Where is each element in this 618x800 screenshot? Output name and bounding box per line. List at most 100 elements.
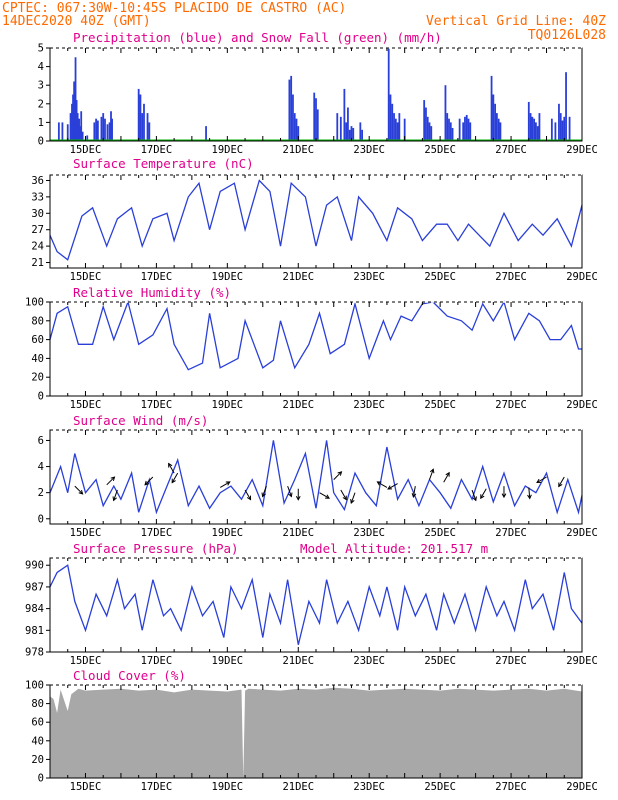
wind-arrow-shaft <box>219 481 231 488</box>
humidity-xtick-label: 29DEC <box>566 399 598 411</box>
precip-bar <box>72 94 74 141</box>
precip-bar <box>292 94 294 141</box>
precip-bar <box>96 120 99 141</box>
wind-xtick-label: 17DEC <box>141 527 173 539</box>
wind-arrow <box>144 476 154 486</box>
precip-bar <box>398 113 401 141</box>
wind-arrow-head <box>225 481 231 486</box>
precip-bar <box>80 111 83 141</box>
wind-ytick-label: 2 <box>38 487 44 499</box>
humidity-xtick-label: 27DEC <box>495 399 527 411</box>
precip-xtick-label: 27DEC <box>495 144 527 156</box>
temperature-xtick-label: 19DEC <box>212 271 244 283</box>
precip-bar <box>359 122 362 141</box>
wind-arrow-head <box>144 480 150 486</box>
precip-bar <box>336 113 339 141</box>
wind-arrow-shaft <box>387 483 398 490</box>
precip-bar <box>100 116 103 141</box>
wind-xtick-label: 21DEC <box>282 527 314 539</box>
temperature-xtick-label: 15DEC <box>70 271 102 283</box>
cloud-xtick-label: 15DEC <box>70 781 102 793</box>
precip-bar <box>315 98 317 141</box>
temperature-ytick-label: 21 <box>31 257 44 269</box>
precip-bar <box>558 103 560 141</box>
header-datetime: 14DEC2020 40Z (GMT) <box>2 14 151 29</box>
precip-bar <box>538 113 541 141</box>
pressure-line <box>49 564 583 645</box>
precip-bar <box>361 129 364 141</box>
wind-arrow-shaft <box>377 481 388 488</box>
temperature-xtick-label: 23DEC <box>353 271 385 283</box>
precip-bar <box>339 116 342 141</box>
humidity-ytick-label: 100 <box>25 297 44 309</box>
precip-bar <box>469 122 472 141</box>
precip-bar <box>205 126 207 141</box>
precip-bar <box>76 113 79 141</box>
precip-bar <box>396 122 399 141</box>
precip-ytick-label: 4 <box>38 61 44 73</box>
humidity-ytick-label: 20 <box>31 372 44 384</box>
wind-arrow <box>295 488 301 501</box>
pressure-ytick-label: 990 <box>25 560 44 572</box>
wind-arrow-head <box>501 493 507 499</box>
wind-arrow <box>480 488 487 500</box>
precip-bar <box>403 118 406 141</box>
wind-arrow-head <box>527 494 532 500</box>
precip-bar <box>78 118 80 141</box>
precip-bar <box>449 122 452 141</box>
precip-bar <box>350 126 353 141</box>
humidity-ytick-label: 40 <box>31 353 44 365</box>
precip-bar <box>73 81 76 141</box>
precip-bar <box>104 118 106 141</box>
precip-bar <box>352 127 355 141</box>
wind-arrow <box>74 485 84 495</box>
cloud-ytick-label: 20 <box>31 754 44 766</box>
wind-arrow-shaft <box>471 489 477 501</box>
wind-arrow-head <box>261 492 266 498</box>
cloud-xtick-label: 21DEC <box>282 781 314 793</box>
precip-bar <box>462 122 465 141</box>
wind-arrow-head <box>472 496 477 502</box>
humidity-title: Relative Humidity (%) <box>73 285 231 300</box>
precip-bar <box>444 85 447 141</box>
precip-bar <box>465 114 468 141</box>
cloud-area <box>50 687 582 778</box>
humidity-ytick-label: 80 <box>31 315 44 327</box>
wind-arrow <box>219 481 231 488</box>
humidity-ytick-label: 0 <box>38 391 44 403</box>
pressure-altitude-note: Model Altitude: 201.517 m <box>300 541 488 556</box>
precip-panel: 0 1 2 3 4 5 15DEC 17DEC 19DEC 21DEC 23DEC 25DEC 27DE… <box>38 43 598 157</box>
precip-bar <box>492 94 495 141</box>
pressure-xtick-label: 25DEC <box>424 655 456 667</box>
humidity-xtick-label: 15DEC <box>70 399 102 411</box>
wind-arrow <box>558 476 565 488</box>
wind-arrow-shaft <box>171 472 179 483</box>
precip-bar <box>467 118 470 141</box>
temperature-xtick-label: 29DEC <box>566 271 598 283</box>
temperature-line <box>49 179 583 261</box>
pressure-xtick-label: 19DEC <box>212 655 244 667</box>
pressure-ytick-label: 984 <box>25 603 44 615</box>
wind-arrow-head <box>246 495 252 501</box>
precip-bar <box>499 122 502 141</box>
wind-arrow <box>171 472 179 484</box>
precip-bar <box>69 113 72 141</box>
wind-arrow <box>319 492 330 499</box>
pressure-title: Surface Pressure (hPa) <box>73 541 239 556</box>
precip-bar <box>533 118 536 141</box>
pressure-xtick-label: 29DEC <box>566 655 598 667</box>
humidity-xtick-label: 17DEC <box>141 399 173 411</box>
wind-arrow <box>112 489 118 502</box>
precip-bar <box>143 103 145 141</box>
precip-bar <box>110 111 112 141</box>
precip-bar <box>561 120 564 141</box>
precip-bar <box>387 48 390 141</box>
pressure-xtick-label: 21DEC <box>282 655 314 667</box>
wind-arrow-head <box>429 468 435 474</box>
precip-ytick-label: 0 <box>38 136 44 148</box>
wind-arrow <box>376 481 388 488</box>
wind-arrow <box>106 476 116 486</box>
precip-ytick-label: 5 <box>38 43 44 55</box>
precip-xtick-label: 21DEC <box>282 144 314 156</box>
